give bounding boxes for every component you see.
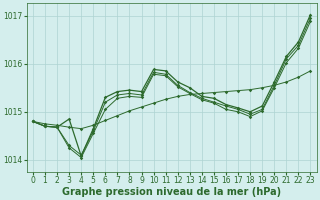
X-axis label: Graphe pression niveau de la mer (hPa): Graphe pression niveau de la mer (hPa)	[62, 187, 281, 197]
